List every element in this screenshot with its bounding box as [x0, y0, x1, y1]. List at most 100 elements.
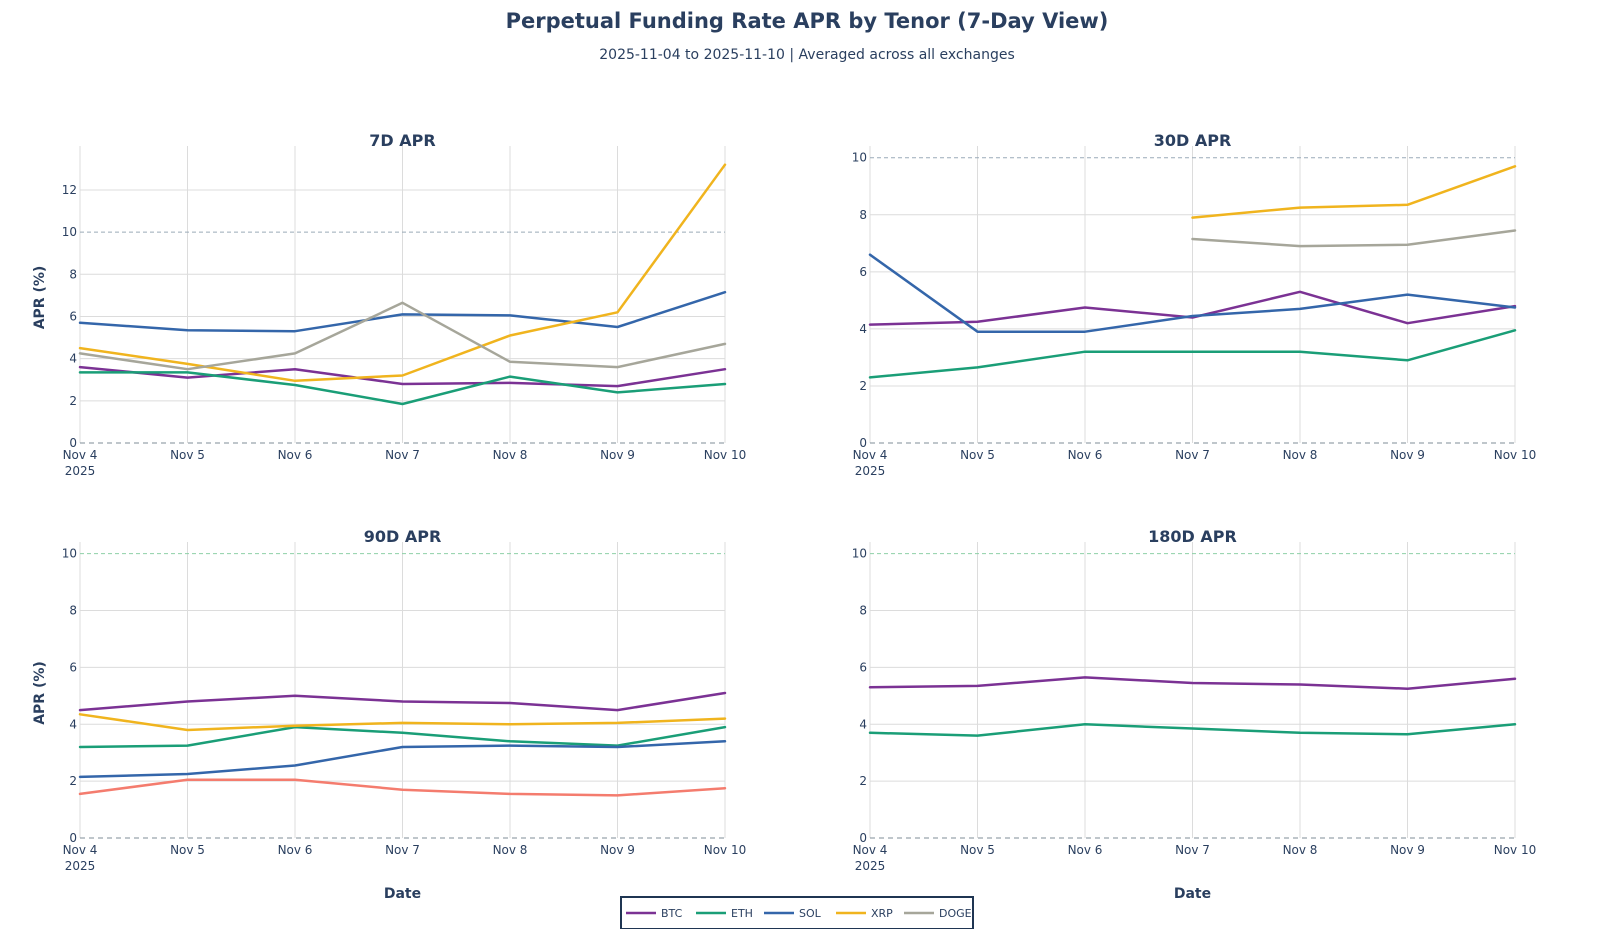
x-tick-label: Nov 9 — [1390, 843, 1425, 857]
x-tick-label: Nov 7 — [1175, 448, 1210, 462]
legend-label: ETH — [731, 907, 753, 920]
series-line-xrp[interactable] — [78, 713, 727, 732]
x-tick-label: Nov 10 — [704, 843, 747, 857]
y-tick-label: 2 — [859, 774, 867, 788]
series-line-eth[interactable] — [78, 725, 727, 749]
y-tick-label: 10 — [62, 225, 77, 239]
y-tick-label: 0 — [69, 436, 77, 450]
x-year-label: 2025 — [65, 464, 96, 478]
y-tick-label: 2 — [69, 774, 77, 788]
y-tick-label: 10 — [62, 547, 77, 561]
y-tick-label: 10 — [852, 151, 867, 165]
y-tick-label: 6 — [859, 660, 867, 674]
x-tick-label: Nov 9 — [600, 448, 635, 462]
y-tick-label: 0 — [859, 831, 867, 845]
y-axis-title: APR (%) — [32, 266, 48, 330]
x-tick-label: Nov 6 — [1068, 448, 1103, 462]
panel-title: 90D APR — [364, 527, 442, 546]
x-tick-label: Nov 6 — [278, 448, 313, 462]
chart-subtitle: 2025-11-04 to 2025-11-10 | Averaged acro… — [599, 47, 1014, 63]
x-tick-label: Nov 4 — [63, 843, 98, 857]
series-line-eth[interactable] — [868, 723, 1517, 737]
x-tick-label: Nov 4 — [853, 843, 888, 857]
chart-title: Perpetual Funding Rate APR by Tenor (7-D… — [506, 9, 1109, 33]
subplot-30d-apr: 0 2 4 6 8 10 Nov 4 Nov 5 Nov 6 Nov 7 Nov 8 Nov 9 Nov… — [852, 131, 1537, 478]
x-axis-title: Date — [384, 886, 421, 902]
x-tick-label: Nov 8 — [493, 448, 528, 462]
subplot-7d-apr: 0 2 4 6 8 10 12 Nov 4 Nov 5 Nov 6 Nov 7 Nov 8 Nov 9 N… — [32, 131, 746, 478]
y-tick-label: 2 — [69, 394, 77, 408]
x-tick-label: Nov 4 — [853, 448, 888, 462]
panel-title: 180D APR — [1148, 527, 1237, 546]
y-tick-label: 2 — [859, 379, 867, 393]
y-tick-label: 4 — [859, 322, 867, 336]
panel-title: 30D APR — [1154, 131, 1232, 150]
x-tick-label: Nov 5 — [960, 843, 995, 857]
x-tick-label: Nov 7 — [1175, 843, 1210, 857]
x-tick-label: Nov 10 — [704, 448, 747, 462]
x-axis-title: Date — [1174, 886, 1211, 902]
series-line-sol[interactable] — [78, 290, 727, 333]
y-tick-label: 10 — [852, 547, 867, 561]
legend-label: XRP — [871, 907, 893, 920]
legend-label: SOL — [799, 907, 822, 920]
legend: BTC ETH SOL XRP DOGE — [620, 896, 974, 929]
legend-item-eth[interactable]: ETH — [696, 907, 753, 920]
series-line-btc[interactable] — [868, 676, 1517, 690]
legend-item-sol[interactable]: SOL — [764, 907, 822, 920]
x-tick-label: Nov 5 — [960, 448, 995, 462]
y-tick-label: 0 — [69, 831, 77, 845]
x-year-label: 2025 — [855, 464, 886, 478]
x-tick-label: Nov 6 — [278, 843, 313, 857]
x-tick-label: Nov 6 — [1068, 843, 1103, 857]
legend-item-doge[interactable]: DOGE — [904, 907, 972, 920]
x-tick-label: Nov 8 — [1283, 448, 1318, 462]
x-tick-label: Nov 5 — [170, 843, 205, 857]
x-tick-label: Nov 8 — [493, 843, 528, 857]
subplot-90d-apr: 0 2 4 6 8 10 Nov 4 Nov 5 Nov 6 Nov 7 Nov 8 Nov 9 Nov… — [32, 527, 746, 902]
series-line-eth[interactable] — [78, 371, 727, 406]
legend-label: BTC — [661, 907, 683, 920]
y-tick-label: 6 — [69, 660, 77, 674]
series-line-xrp[interactable] — [78, 163, 727, 383]
x-tick-label: Nov 5 — [170, 448, 205, 462]
series-line-sol[interactable] — [78, 740, 727, 779]
series-line-eth[interactable] — [868, 329, 1517, 379]
legend-item-xrp[interactable]: XRP — [836, 907, 893, 920]
x-tick-label: Nov 10 — [1494, 448, 1537, 462]
y-tick-label: 0 — [859, 436, 867, 450]
x-tick-label: Nov 7 — [385, 843, 420, 857]
subplot-180d-apr: 0 2 4 6 8 10 Nov 4 Nov 5 Nov 6 Nov 7 Nov 8 Nov 9 Nov… — [852, 527, 1537, 902]
y-tick-label: 4 — [859, 717, 867, 731]
y-tick-label: 8 — [69, 267, 77, 281]
series-line-btc[interactable] — [78, 365, 727, 388]
y-axis-title: APR (%) — [32, 661, 48, 725]
y-tick-label: 8 — [859, 208, 867, 222]
x-year-label: 2025 — [65, 859, 96, 873]
series-line-xrp[interactable] — [1191, 165, 1517, 219]
y-tick-label: 8 — [69, 604, 77, 618]
series-line-doge[interactable] — [78, 301, 727, 371]
series-line-sol[interactable] — [868, 253, 1517, 333]
y-tick-label: 6 — [69, 309, 77, 323]
x-tick-label: Nov 8 — [1283, 843, 1318, 857]
x-tick-label: Nov 10 — [1494, 843, 1537, 857]
x-tick-label: Nov 9 — [1390, 448, 1425, 462]
panel-title: 7D APR — [369, 131, 435, 150]
y-tick-label: 12 — [62, 183, 77, 197]
series-line-doge[interactable] — [1191, 229, 1517, 248]
series-line-btc[interactable] — [868, 290, 1517, 326]
series-line-btc[interactable] — [78, 691, 727, 712]
x-year-label: 2025 — [855, 859, 886, 873]
subplots: 0 2 4 6 8 10 12 Nov 4 Nov 5 Nov 6 Nov 7 Nov 8 Nov 9 N… — [32, 131, 1536, 902]
y-tick-label: 6 — [859, 265, 867, 279]
y-tick-label: 4 — [69, 717, 77, 731]
x-tick-label: Nov 7 — [385, 448, 420, 462]
y-tick-label: 8 — [859, 604, 867, 618]
legend-item-btc[interactable]: BTC — [626, 907, 683, 920]
legend-label: DOGE — [939, 907, 972, 920]
series-line-unlabeled-red-[interactable] — [78, 778, 727, 797]
y-tick-label: 4 — [69, 352, 77, 366]
x-tick-label: Nov 4 — [63, 448, 98, 462]
